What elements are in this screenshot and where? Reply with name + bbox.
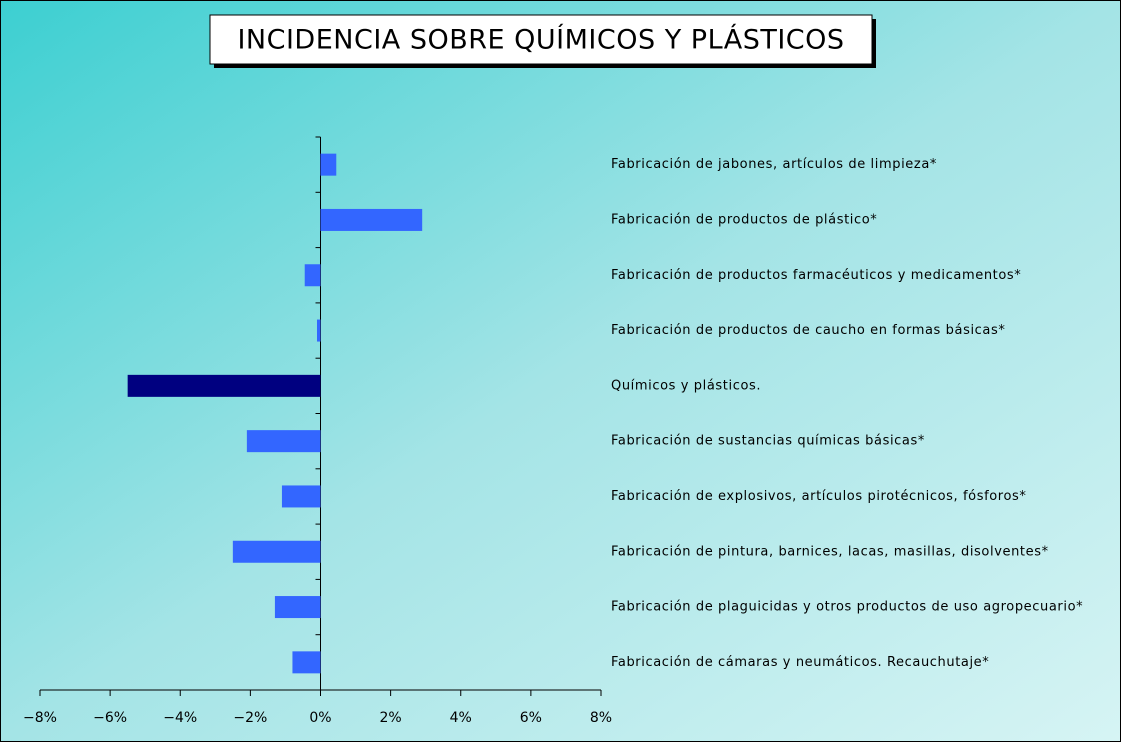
category-label: Fabricación de productos de caucho en fo… (611, 323, 1005, 338)
x-tick-label: 4% (450, 710, 472, 726)
x-tick-label: −6% (93, 710, 127, 726)
x-tick-label: −8% (23, 710, 57, 726)
x-tick-label: 6% (520, 710, 542, 726)
bar (274, 596, 321, 619)
category-label: Químicos y plásticos. (611, 378, 761, 393)
x-tick-label: 8% (590, 710, 612, 726)
category-label: Fabricación de plaguicidas y otros produ… (611, 600, 1083, 615)
x-tick-label: −4% (163, 710, 197, 726)
chart-title: INCIDENCIA SOBRE QUÍMICOS Y PLÁSTICOS (237, 24, 844, 56)
bar (320, 208, 423, 231)
bar (316, 319, 321, 342)
category-label: Fabricación de explosivos, artículos pir… (611, 489, 1027, 504)
x-tick-label: 2% (380, 710, 402, 726)
category-label: Fabricación de jabones, artículos de lim… (611, 157, 937, 172)
x-tick-label: 0% (309, 710, 331, 726)
category-label: Fabricación de sustancias químicas básic… (611, 434, 925, 449)
bar (320, 153, 337, 176)
bar (127, 374, 321, 397)
x-tick-label: −2% (233, 710, 267, 726)
category-label: Fabricación de cámaras y neumáticos. Rec… (611, 655, 989, 670)
category-label: Fabricación de productos farmacéuticos y… (611, 268, 1021, 283)
bar (281, 485, 321, 508)
bar (232, 540, 321, 563)
category-label: Fabricación de productos de plástico* (611, 212, 877, 227)
bar (304, 264, 321, 287)
bar (246, 430, 321, 453)
category-label: Fabricación de pintura, barnices, lacas,… (611, 544, 1049, 559)
bar (292, 651, 321, 674)
title-box (209, 14, 873, 65)
